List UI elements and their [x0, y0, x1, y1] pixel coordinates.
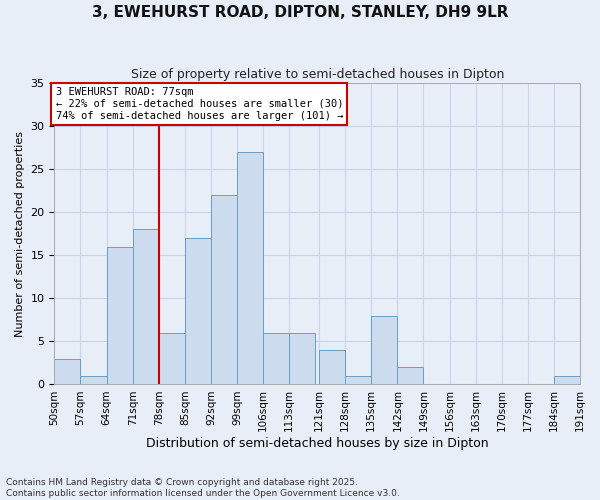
Bar	[397, 367, 424, 384]
Text: Contains HM Land Registry data © Crown copyright and database right 2025.
Contai: Contains HM Land Registry data © Crown c…	[6, 478, 400, 498]
Title: Size of property relative to semi-detached houses in Dipton: Size of property relative to semi-detach…	[131, 68, 504, 80]
Bar	[185, 238, 211, 384]
Bar	[263, 333, 289, 384]
Bar	[319, 350, 345, 384]
Bar	[289, 333, 316, 384]
Text: 3, EWEHURST ROAD, DIPTON, STANLEY, DH9 9LR: 3, EWEHURST ROAD, DIPTON, STANLEY, DH9 9…	[92, 5, 508, 20]
Bar	[159, 333, 185, 384]
Bar	[554, 376, 580, 384]
Bar	[371, 316, 397, 384]
Bar	[80, 376, 107, 384]
Text: 3 EWEHURST ROAD: 77sqm
← 22% of semi-detached houses are smaller (30)
74% of sem: 3 EWEHURST ROAD: 77sqm ← 22% of semi-det…	[56, 88, 343, 120]
X-axis label: Distribution of semi-detached houses by size in Dipton: Distribution of semi-detached houses by …	[146, 437, 488, 450]
Y-axis label: Number of semi-detached properties: Number of semi-detached properties	[15, 131, 25, 337]
Bar	[133, 230, 159, 384]
Bar	[55, 358, 80, 384]
Bar	[211, 195, 237, 384]
Bar	[237, 152, 263, 384]
Bar	[107, 246, 133, 384]
Bar	[345, 376, 371, 384]
